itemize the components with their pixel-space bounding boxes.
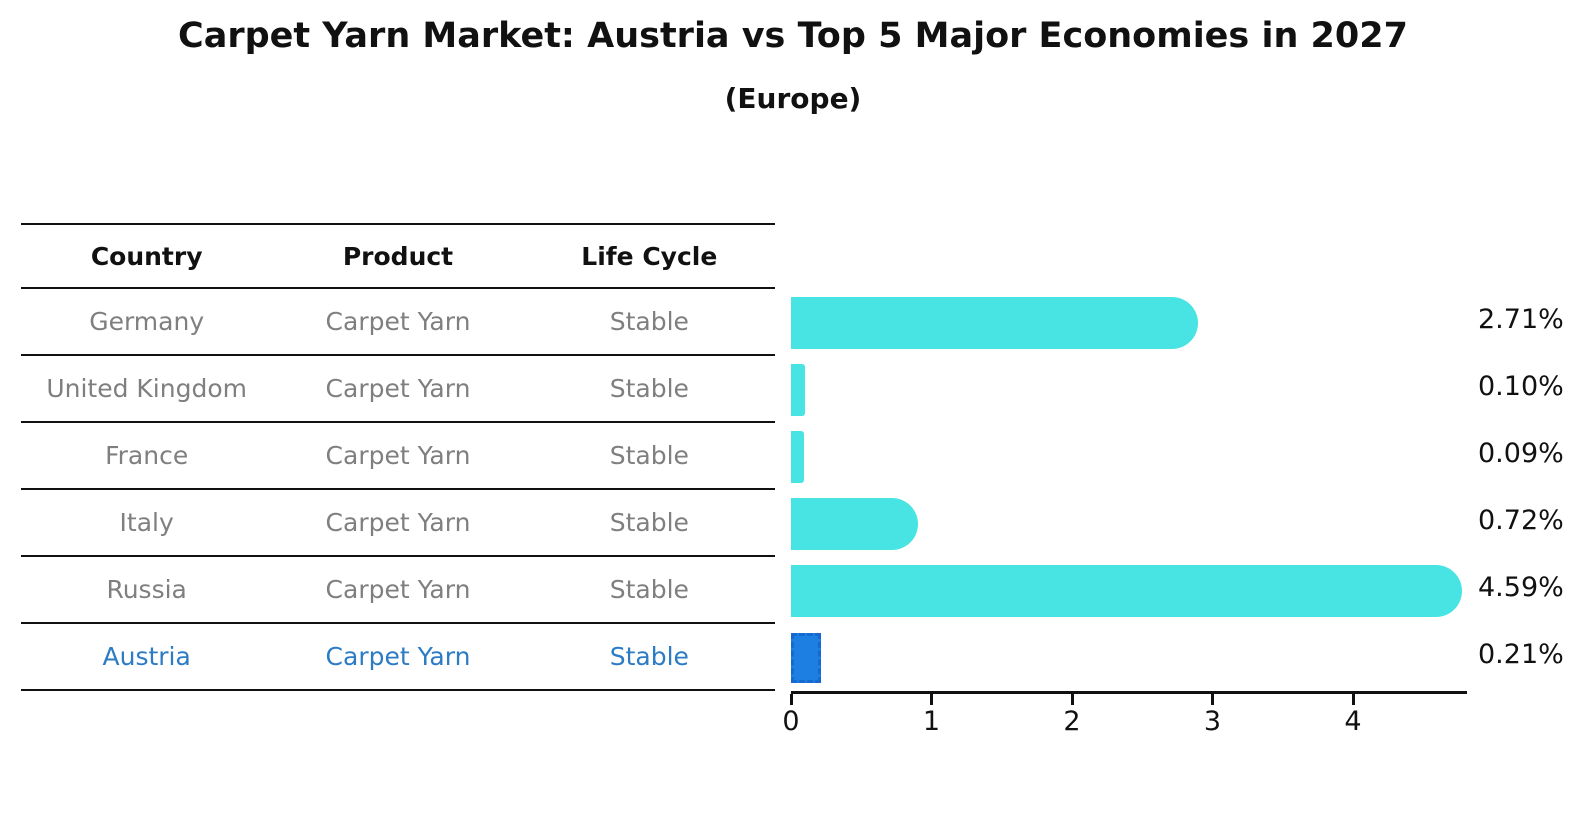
x-axis-line	[791, 691, 1467, 694]
bar-united-kingdom	[791, 363, 805, 416]
product-cell: Carpet Yarn	[325, 441, 471, 470]
x-axis-tick	[1211, 694, 1214, 705]
header-life-cycle: Life Cycle	[581, 241, 718, 271]
table-row: Italy Carpet Yarn Stable	[21, 490, 775, 557]
life-cycle-cell: Stable	[609, 642, 689, 671]
product-cell: Carpet Yarn	[325, 508, 471, 537]
country-cell: United Kingdom	[46, 374, 247, 403]
life-cycle-cell: Stable	[609, 307, 689, 336]
value-label-germany: 2.71%	[1478, 303, 1564, 335]
product-cell: Carpet Yarn	[325, 307, 471, 336]
life-cycle-cell: Stable	[609, 575, 689, 604]
x-axis-tick-label: 1	[922, 706, 941, 737]
value-label-russia: 4.59%	[1478, 571, 1564, 603]
x-axis-tick-label: 2	[1063, 706, 1081, 737]
header-country: Country	[90, 241, 203, 271]
life-cycle-cell: Stable	[609, 374, 689, 403]
x-axis-tick	[789, 694, 793, 705]
table-row: United Kingdom Carpet Yarn Stable	[21, 356, 775, 423]
table-row: Russia Carpet Yarn Stable	[21, 557, 775, 624]
table-row: Germany Carpet Yarn Stable	[21, 289, 775, 356]
header-product: Product	[342, 241, 454, 271]
table-row: Austria Carpet Yarn Stable	[21, 624, 775, 691]
table-body: Germany Carpet Yarn Stable United Kingdom Ca…	[21, 289, 775, 691]
product-cell: Carpet Yarn	[325, 374, 471, 403]
x-axis-tick	[1351, 694, 1355, 705]
bar-italy	[791, 497, 918, 550]
product-cell: Carpet Yarn	[325, 575, 471, 604]
life-cycle-cell: Stable	[609, 441, 689, 470]
value-label-united-kingdom: 0.10%	[1478, 370, 1564, 402]
bar-austria	[791, 632, 821, 683]
bar-russia	[791, 564, 1462, 617]
x-axis-tick-label: 0	[782, 706, 800, 737]
x-axis-tick-label: 3	[1203, 706, 1222, 737]
comparison-table: Country Product Life Cycle Germany Carpet…	[21, 223, 775, 691]
chart-title: Carpet Yarn Market: Austria vs Top 5 Maj…	[178, 16, 1408, 56]
country-cell: Russia	[106, 575, 187, 604]
country-cell: France	[105, 441, 189, 470]
value-label-france: 0.09%	[1478, 437, 1564, 469]
product-cell: Carpet Yarn	[325, 642, 471, 671]
country-cell: Germany	[89, 307, 205, 336]
bar-france	[791, 430, 804, 483]
country-cell: Austria	[102, 642, 191, 671]
bar-germany	[791, 296, 1198, 349]
table-row: France Carpet Yarn Stable	[21, 423, 775, 490]
table-header-row: Country Product Life Cycle	[21, 223, 775, 289]
country-cell: Italy	[119, 508, 174, 537]
chart-subtitle: (Europe)	[724, 82, 862, 115]
x-axis-tick-label: 4	[1344, 706, 1362, 737]
x-axis-tick	[930, 694, 933, 705]
value-label-italy: 0.72%	[1478, 504, 1564, 536]
x-axis-tick	[1070, 694, 1074, 705]
life-cycle-cell: Stable	[609, 508, 689, 537]
value-label-austria: 0.21%	[1478, 638, 1564, 670]
